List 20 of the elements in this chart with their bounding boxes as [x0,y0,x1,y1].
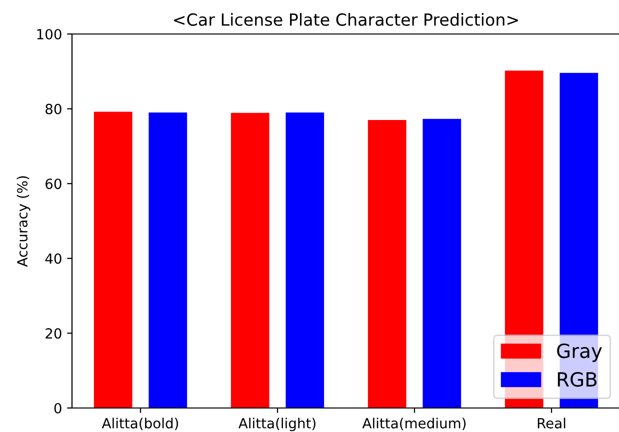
bar [148,112,188,408]
x-tick-label: Real [538,418,566,428]
y-tick-label: 40 [45,253,62,264]
bar [422,118,462,408]
y-axis-title: Accuracy (%) [16,176,30,267]
y-tick-label: 80 [46,104,62,114]
bar [368,120,406,408]
y-tick-label: 100 [37,28,62,40]
x-tick-label: Alitta(medium) [362,418,466,430]
bar [286,112,324,408]
legend-label: Gray [557,343,602,362]
x-tick-label: Alitta(bold) [102,418,178,430]
y-tick-label: 20 [46,328,62,339]
bar [94,112,132,408]
bar [230,112,270,408]
chart-title: <Car License Plate Character Prediction> [174,13,518,26]
x-tick-label: Alitta(light) [238,418,316,432]
y-tick-label: 0 [54,402,62,414]
legend-label: RGB [558,372,597,387]
y-tick-label: 60 [46,178,62,190]
